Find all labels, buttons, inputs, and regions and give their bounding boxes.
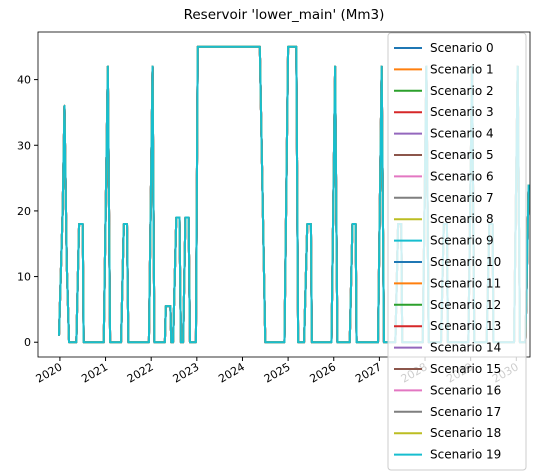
legend-label: Scenario 16 bbox=[430, 383, 501, 397]
legend-label: Scenario 12 bbox=[430, 298, 501, 312]
legend-label: Scenario 13 bbox=[430, 319, 501, 333]
legend-box bbox=[387, 32, 527, 471]
legend-label: Scenario 4 bbox=[430, 127, 494, 141]
legend-label: Scenario 6 bbox=[430, 169, 494, 183]
x-tick-label: 2025 bbox=[262, 360, 293, 385]
x-tick-label: 2021 bbox=[79, 360, 110, 385]
x-tick-label: 2020 bbox=[34, 360, 65, 385]
legend-label: Scenario 0 bbox=[430, 41, 494, 55]
x-tick-label: 2022 bbox=[125, 360, 156, 385]
x-tick-label: 2026 bbox=[307, 360, 338, 385]
y-tick-label: 20 bbox=[17, 205, 31, 218]
plot-frame bbox=[37, 31, 531, 358]
legend-label: Scenario 1 bbox=[430, 62, 494, 76]
legend-label: Scenario 10 bbox=[430, 255, 501, 269]
y-tick-label: 10 bbox=[17, 271, 31, 284]
x-tick-label: 2024 bbox=[216, 360, 247, 385]
x-tick-label: 2027 bbox=[353, 360, 384, 385]
y-tick-label: 40 bbox=[17, 74, 31, 87]
legend-label: Scenario 9 bbox=[430, 234, 494, 248]
legend-label: Scenario 7 bbox=[430, 191, 494, 205]
legend-label: Scenario 18 bbox=[430, 426, 501, 440]
y-tick-label: 0 bbox=[24, 336, 31, 349]
x-tick-label: 2023 bbox=[171, 360, 202, 385]
legend-label: Scenario 5 bbox=[430, 148, 494, 162]
legend-label: Scenario 19 bbox=[430, 448, 501, 462]
legend-label: Scenario 3 bbox=[430, 105, 494, 119]
chart-title: Reservoir 'lower_main' (Mm3) bbox=[184, 7, 385, 23]
legend-label: Scenario 11 bbox=[430, 276, 501, 290]
y-tick-label: 30 bbox=[17, 139, 31, 152]
legend-label: Scenario 15 bbox=[430, 362, 501, 376]
legend-label: Scenario 8 bbox=[430, 212, 494, 226]
legend-label: Scenario 17 bbox=[430, 405, 501, 419]
legend-label: Scenario 14 bbox=[430, 341, 501, 355]
legend-label: Scenario 2 bbox=[430, 84, 494, 98]
